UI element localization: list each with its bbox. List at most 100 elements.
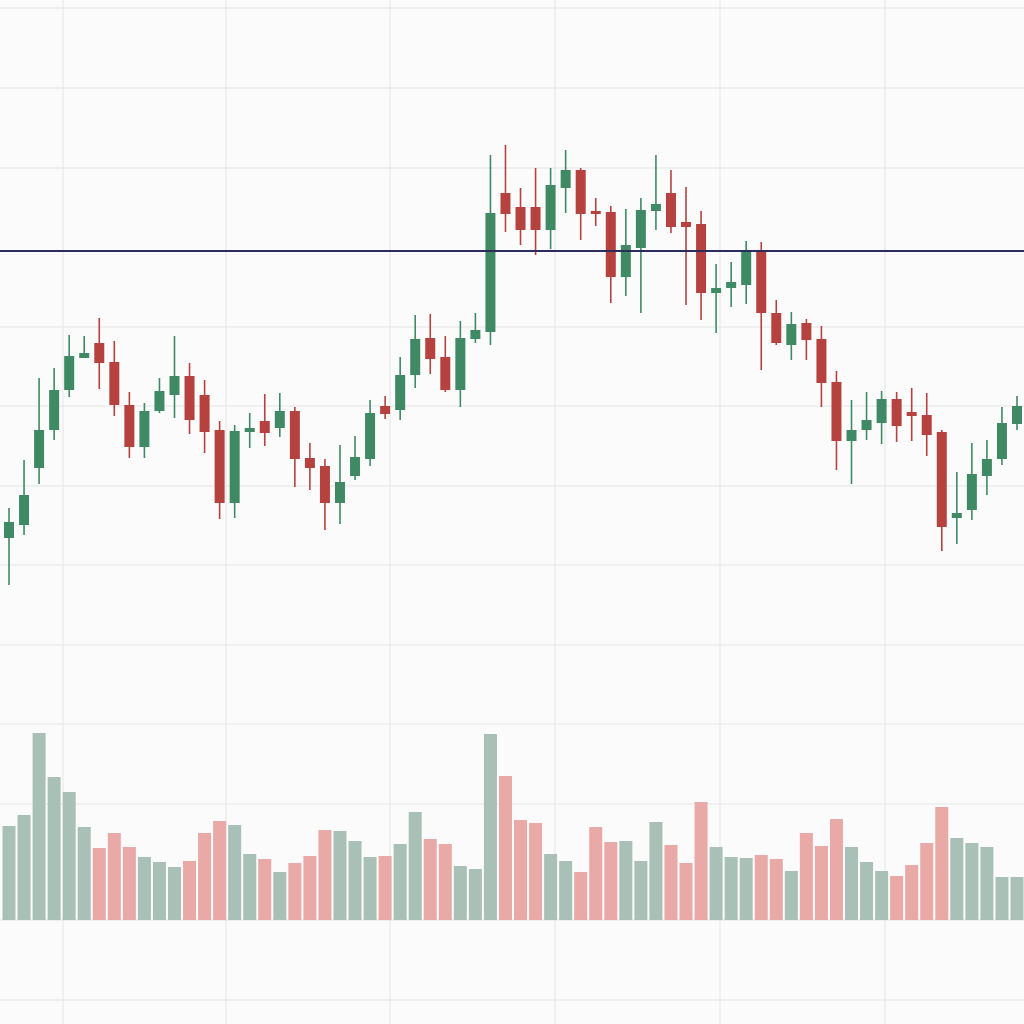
volume-bar: [348, 841, 362, 920]
candle-body: [4, 522, 14, 538]
candle-body: [801, 323, 812, 340]
candle-body: [711, 288, 722, 293]
candle-body: [605, 212, 616, 277]
candle-body: [786, 324, 797, 345]
volume-bar: [754, 855, 768, 920]
candle-body: [380, 406, 391, 414]
volume-bar: [167, 867, 181, 920]
volume-bar: [649, 822, 663, 920]
volume-bar: [273, 872, 287, 920]
volume-bar: [604, 842, 618, 920]
volume-bar: [303, 856, 317, 920]
volume-bar: [92, 848, 106, 920]
volume-bar: [589, 827, 603, 920]
candle-body: [861, 420, 872, 430]
volume-bar: [860, 862, 874, 920]
volume-bar: [890, 876, 904, 920]
volume-bar: [228, 825, 242, 920]
price-panel: [0, 145, 1024, 585]
candle-body: [184, 376, 195, 420]
volume-bar: [905, 865, 919, 920]
candle-body: [350, 457, 361, 476]
candle-body: [726, 282, 737, 288]
candle-body: [650, 204, 661, 211]
candle-body: [124, 405, 135, 447]
candle-body: [485, 213, 496, 332]
candle-body: [545, 185, 556, 230]
candle-body: [891, 399, 902, 426]
candle-body: [395, 375, 406, 410]
candle-body: [575, 170, 586, 214]
candle-body: [590, 211, 601, 214]
volume-bar: [213, 821, 227, 920]
volume-bar: [333, 831, 347, 920]
candle-body: [696, 224, 707, 293]
candle-body: [756, 251, 767, 313]
candle-body: [921, 415, 932, 435]
candle-body: [530, 207, 541, 230]
candle-body: [229, 431, 240, 503]
volume-bar: [965, 843, 979, 920]
volume-bar: [77, 827, 91, 920]
candle-body: [876, 399, 887, 423]
volume-bar: [2, 826, 16, 920]
candle-body: [259, 421, 270, 433]
volume-bar: [739, 858, 753, 920]
candle-body: [334, 482, 345, 503]
candle-body: [49, 390, 60, 430]
candle-body: [681, 222, 692, 227]
candle-body: [109, 362, 120, 405]
candle-body: [139, 411, 150, 447]
candle-body: [906, 412, 917, 416]
volume-bar: [529, 823, 543, 920]
volume-bar: [137, 857, 151, 920]
volume-bar: [453, 866, 467, 920]
volume-bar: [198, 833, 212, 920]
volume-bar: [32, 733, 46, 920]
candle-body: [515, 207, 526, 230]
volume-bar: [980, 847, 994, 920]
candle-body: [154, 391, 165, 411]
candle-body: [244, 428, 255, 432]
volume-bar: [183, 861, 197, 920]
volume-bar: [769, 859, 783, 920]
volume-bar: [62, 792, 76, 920]
volume-bar: [664, 845, 678, 920]
volume-bar: [619, 841, 633, 920]
volume-bar: [845, 847, 859, 920]
volume-bar: [468, 869, 482, 920]
volume-bar: [363, 857, 377, 920]
volume-bar: [559, 861, 573, 920]
volume-bar: [498, 776, 512, 920]
candle-body: [319, 466, 330, 503]
candle-body: [966, 474, 977, 510]
volume-panel: [2, 733, 1024, 920]
volume-bar: [107, 833, 121, 920]
candle-body: [34, 430, 45, 468]
candle-body: [560, 170, 571, 188]
volume-bar: [483, 734, 497, 920]
volume-bar: [694, 802, 708, 920]
candle-body: [304, 458, 315, 468]
volume-bar: [920, 843, 934, 920]
volume-bar: [544, 854, 558, 920]
candle-body: [64, 356, 75, 390]
candle-body: [455, 338, 466, 390]
candle-body: [846, 430, 857, 441]
candle-body: [635, 210, 646, 248]
candle-body: [440, 357, 451, 390]
candle-body: [831, 382, 842, 441]
volume-bar: [634, 861, 648, 920]
volume-bar: [814, 846, 828, 920]
candle-body: [620, 245, 631, 277]
volume-bar: [393, 844, 407, 920]
candle-body: [19, 495, 30, 525]
candle-body: [79, 353, 90, 358]
volume-bar: [574, 872, 588, 920]
candle-body: [951, 513, 962, 518]
volume-bar: [288, 863, 302, 920]
volume-bar: [950, 838, 964, 920]
